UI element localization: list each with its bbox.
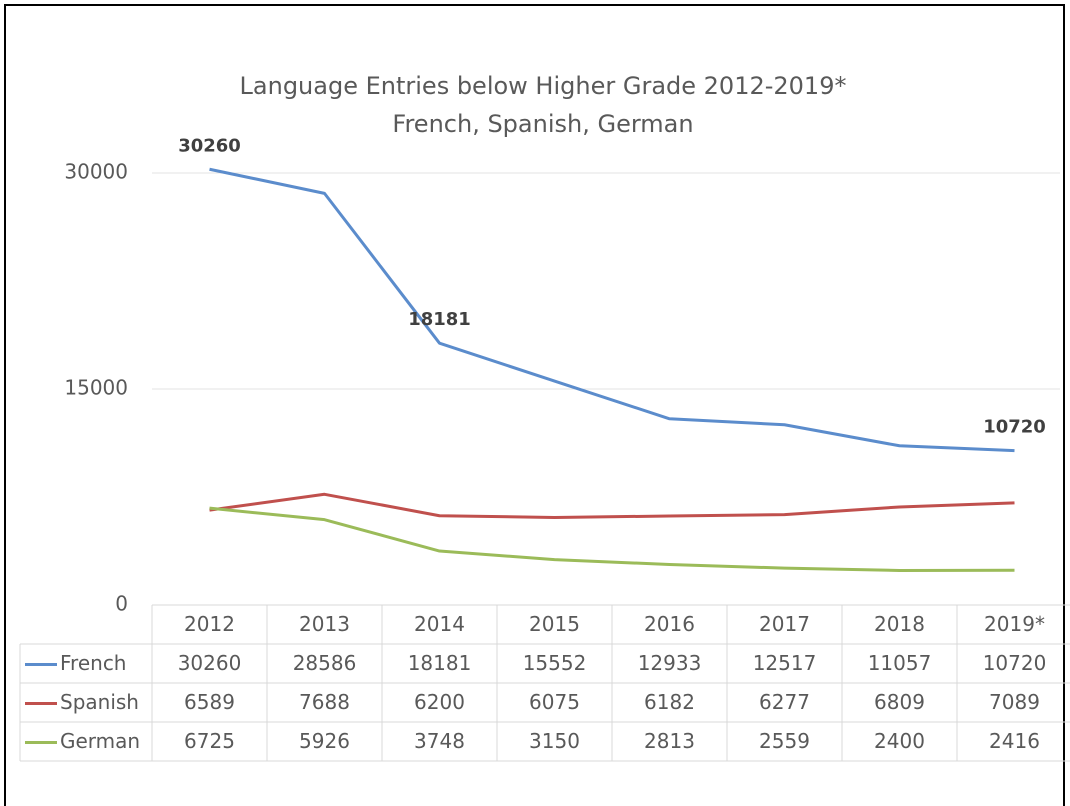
table-value: 3150 [529,729,580,753]
table-value: 12933 [638,651,702,675]
x-tick-label: 2015 [529,612,580,636]
x-tick-label: 2014 [414,612,465,636]
data-label: 10720 [983,417,1046,438]
series-line [209,506,1015,572]
table-value: 2400 [874,729,925,753]
table-value: 12517 [753,651,817,675]
table-value: 7688 [299,690,350,714]
y-tick-label: 30000 [64,160,128,184]
x-tick-label: 2013 [299,612,350,636]
table-value: 2813 [644,729,695,753]
table-value: 6277 [759,690,810,714]
data-label: 30260 [178,135,241,156]
y-tick-label: 15000 [64,376,128,400]
legend-label: German [60,729,140,753]
table-value: 6075 [529,690,580,714]
chart-subtitle: French, Spanish, German [392,110,693,138]
y-tick-label: 0 [115,592,128,616]
table-value: 28586 [293,651,357,675]
table-value: 6589 [184,690,235,714]
table-value: 6200 [414,690,465,714]
table-value: 2416 [989,729,1040,753]
legend-label: Spanish [60,690,139,714]
table-value: 11057 [868,651,932,675]
x-tick-label: 2017 [759,612,810,636]
table-value: 6809 [874,690,925,714]
table-value: 6725 [184,729,235,753]
series-line [209,167,1015,453]
x-tick-label: 2012 [184,612,235,636]
table-value: 18181 [408,651,472,675]
table-value: 30260 [178,651,242,675]
chart-title: Language Entries below Higher Grade 2012… [240,72,847,100]
data-label: 18181 [408,309,471,330]
table-value: 6182 [644,690,695,714]
x-tick-label: 2019* [984,612,1045,636]
legend-label: French [60,651,126,675]
series-line [209,492,1015,520]
x-tick-label: 2018 [874,612,925,636]
table-value: 5926 [299,729,350,753]
table-value: 7089 [989,690,1040,714]
table-value: 15552 [523,651,587,675]
x-tick-label: 2016 [644,612,695,636]
frame [4,4,1065,806]
table-value: 2559 [759,729,810,753]
table-value: 10720 [983,651,1047,675]
table-value: 3748 [414,729,465,753]
